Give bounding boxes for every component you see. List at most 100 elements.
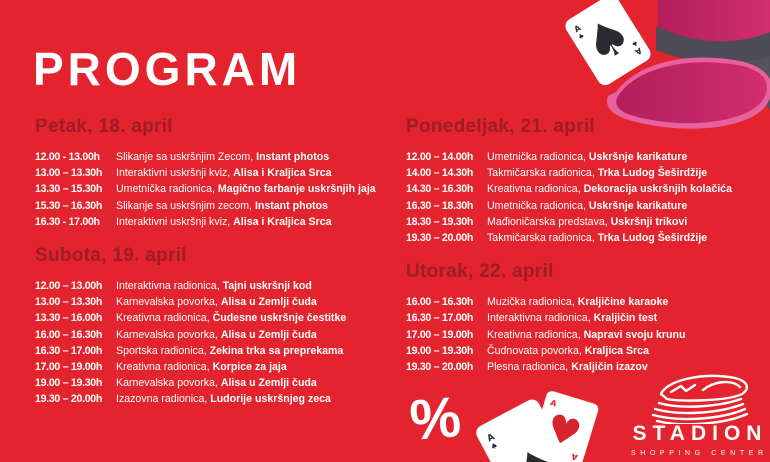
row-description: Karnevalska povorka, Alisa u Zemlji čuda — [116, 375, 317, 391]
program-row: 15.30 – 16.30h Slikanje sa uskršnjim zeco… — [35, 198, 400, 214]
row-description: Umetnička radionica, Uskršnje karikature — [487, 198, 687, 214]
row-time: 18.30 – 19.30h — [406, 215, 474, 228]
row-event-name: Trka Ludog Šeširdžije — [597, 232, 708, 245]
day-section-petak: Petak, 18. april 12.00 - 13.00h Slikanje s… — [35, 116, 400, 230]
program-column-left: Petak, 18. april 12.00 - 13.00h Slikanje s… — [35, 116, 400, 408]
row-time: 16.30 - 17.00h — [35, 215, 100, 228]
row-event-name: Čudesne uskršnje čestitke — [212, 312, 347, 325]
row-event-name: Alisa u Zemlji čuda — [220, 296, 317, 309]
day-heading: Ponedeljak, 21. april — [406, 116, 595, 137]
day-section-subota: Subota, 19. april 12.00 – 13.00h Interakti… — [35, 245, 400, 408]
svg-text:A: A — [569, 451, 578, 462]
program-row: 19.00 – 19.30h Čudnovata povorka, Kraljic… — [406, 343, 770, 359]
ribbon-swoosh — [684, 25, 770, 110]
row-description: Čudnovata povorka, Kraljica Srca — [487, 343, 649, 359]
row-activity: Kreativna radionica, — [116, 361, 213, 374]
row-time: 13.00 – 13.30h — [35, 167, 103, 180]
program-column-right: Ponedeljak, 21. april 12.00 – 14.00h Umetn… — [406, 116, 770, 375]
svg-text:A: A — [573, 23, 584, 34]
row-activity: Čudnovata povorka, — [487, 344, 585, 357]
row-time: 16.30 – 18.30h — [406, 199, 474, 212]
logo-subtitle: SHOPPING CENTER — [630, 450, 768, 457]
row-event-name: Uskršnje karikature — [588, 151, 688, 163]
program-row: 14.30 – 16.30h Kreativna radionica, Dekor… — [406, 181, 770, 197]
program-row: 16.00 – 16.30h Muzička radionica, Kraljič… — [406, 294, 770, 310]
program-row: 18.30 – 19.30h Mađioničarska predstava, U… — [406, 214, 770, 230]
row-event-name: Alisa u Zemlji čuda — [220, 377, 317, 390]
row-description: Mađioničarska predstava, Uskršnji trikov… — [487, 214, 687, 230]
program-row: 12.00 - 13.00h Slikanje sa uskršnjim Zeco… — [35, 149, 400, 165]
row-description: Interaktivna radionica, Tajni uskršnji k… — [116, 278, 312, 294]
row-activity: Mađioničarska predstava, — [487, 215, 611, 228]
program-row: 19.30 – 20.00h Plesna radionica, Kraljiči… — [406, 359, 770, 375]
svg-text:♠: ♠ — [489, 441, 500, 452]
row-description: Umetnička radionica, Uskršnje karikature — [487, 149, 687, 165]
spade-icon: ♠ — [574, 4, 643, 77]
row-activity: Sportska radionica, — [116, 344, 210, 357]
row-activity: Muzička radionica, — [487, 296, 578, 309]
program-row: 16.30 – 17.00h Sportska radionica, Zekina… — [35, 343, 400, 359]
row-description: Plesna radionica, Kraljičin izazov — [487, 359, 648, 375]
program-row: 17.00 – 19.00h Kreativna radionica, Napra… — [406, 327, 770, 343]
program-row: 12.00 – 14.00h Umetnička radionica, Uskrš… — [406, 149, 770, 165]
program-row: 16.00 – 16.30h Karnevalska povorka, Alisa… — [35, 327, 400, 343]
row-event-name: Uskršnji trikovi — [610, 215, 688, 228]
program-row: 16.30 – 17.00h Interaktivna radionica, Kr… — [406, 310, 770, 326]
row-activity: Kreativna radionica, — [487, 183, 584, 196]
row-time: 16.00 – 16.30h — [406, 296, 474, 309]
row-time: 17.00 – 19.00h — [35, 361, 103, 374]
row-description: Takmičarska radionica, Trka Ludog Šešird… — [487, 165, 707, 181]
day-heading: Utorak, 22. april — [406, 261, 554, 283]
day-heading: Petak, 18. april — [35, 116, 173, 137]
ace-of-hearts-card-icon: A ♥ A — [529, 391, 599, 462]
row-activity: Karnevalska povorka, — [116, 296, 221, 309]
row-activity: Izazovna radionica, — [116, 393, 211, 406]
svg-text:A: A — [549, 398, 558, 409]
row-time: 13.30 – 16.00h — [35, 312, 103, 325]
program-row: 13.00 – 13.30h Interaktivni uskršnji kviz… — [35, 165, 400, 181]
playing-cards-decoration: A ♥ A A ♠ ♠ — [476, 391, 599, 462]
row-time: 14.00 – 14.30h — [406, 167, 474, 180]
row-event-name: Dekoracija uskršnjih kolačića — [583, 183, 732, 196]
heart-icon: ♥ — [541, 405, 586, 457]
row-description: Izazovna radionica, Ludorije uskršnjeg z… — [116, 391, 331, 407]
row-time: 19.30 – 20.00h — [406, 361, 474, 374]
row-description: Sportska radionica, Zekina trka sa prepr… — [116, 343, 343, 359]
stadium-icon — [651, 374, 749, 424]
program-row: 16.30 - 17.00h Interaktivni uskršnji kviz… — [35, 214, 400, 230]
row-activity: Slikanje sa uskršnjim Zecom, — [116, 151, 257, 163]
top-hat-brim — [616, 62, 768, 124]
row-activity: Umetnička radionica, — [116, 183, 218, 196]
row-event-name: Korpice za jaja — [212, 361, 287, 374]
row-description: Interaktivni uskršnji kviz, Alisa i Kral… — [116, 165, 332, 181]
page-title: PROGRAM — [33, 43, 302, 95]
svg-text:A: A — [633, 46, 644, 57]
row-activity: Interaktivni uskršnji kviz, — [116, 215, 234, 228]
row-activity: Karnevalska povorka, — [116, 377, 221, 390]
row-activity: Interaktivna radionica, — [487, 312, 594, 325]
program-row: 13.30 – 16.00h Kreativna radionica, Čudes… — [35, 310, 400, 326]
svg-text:♠: ♠ — [630, 38, 640, 48]
program-row: 13.00 – 13.30h Karnevalska povorka, Alisa… — [35, 294, 400, 310]
stadion-logo: STADION SHOPPING CENTER — [630, 370, 764, 457]
row-event-name: Ludorije uskršnjeg zeca — [210, 393, 331, 406]
day-section-ponedeljak: Ponedeljak, 21. april 12.00 – 14.00h Umetn… — [406, 116, 770, 246]
row-event-name: Kraljica Srca — [584, 344, 649, 357]
row-description: Kreativna radionica, Čudesne uskršnje če… — [116, 310, 346, 326]
row-description: Kreativna radionica, Korpice za jaja — [116, 359, 287, 375]
program-row: 17.00 – 19.00h Kreativna radionica, Korpi… — [35, 359, 400, 375]
row-description: Slikanje sa uskršnjim zecom, Instant pho… — [116, 198, 328, 214]
row-activity: Umetnička radionica, — [487, 151, 589, 163]
row-event-name: Magično farbanje uskršnjih jaja — [217, 183, 376, 196]
row-event-name: Alisa i Kraljica Srca — [233, 215, 332, 228]
row-activity: Interaktivna radionica, — [116, 280, 223, 293]
program-row: 19.30 – 20.00h Takmičarska radionica, Trk… — [406, 230, 770, 246]
svg-text:A: A — [486, 432, 497, 444]
program-row: 13.30 – 15.30h Umetnička radionica, Magič… — [35, 181, 400, 197]
row-time: 16.30 – 17.00h — [406, 312, 474, 325]
row-activity: Takmičarska radionica, — [487, 232, 598, 245]
row-description: Kreativna radionica, Napravi svoju krunu — [487, 327, 685, 343]
row-time: 16.30 – 17.00h — [35, 344, 103, 357]
row-time: 14.30 – 16.30h — [406, 183, 474, 196]
row-time: 17.00 – 19.00h — [406, 328, 474, 341]
